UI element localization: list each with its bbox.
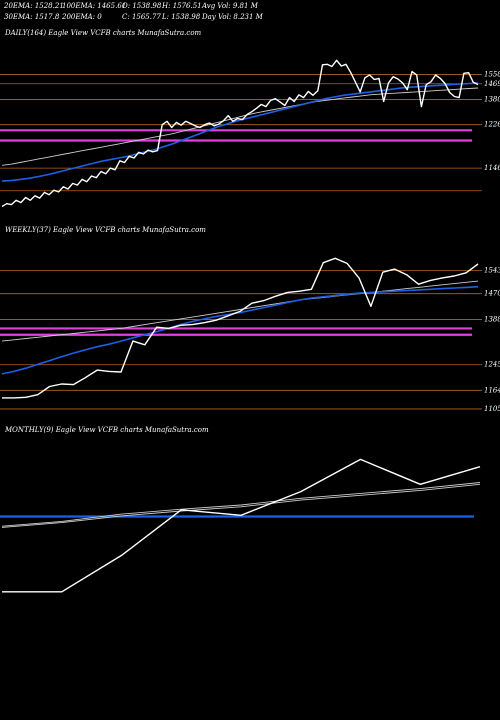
weekly-tick-label: 1388 [484,316,500,324]
header-open: O: 1538.98 [122,2,162,10]
header-avg-vol: Avg Vol: 9.81 M [202,2,258,10]
monthly-price-line [2,458,481,593]
daily-tick-label: 1146 [484,164,500,172]
daily-ema-fast-line [1,82,479,182]
header-low: L: 1538.98 [162,13,201,21]
header-200ema: 200EMA: 0 [62,13,102,21]
daily-tick-label: 1469 [484,80,500,88]
daily-tick-label: 1226 [484,121,500,129]
header-close: C: 1565.77 [122,13,161,21]
weekly-tick-label: 1105 [484,405,500,413]
weekly-price-line [2,257,479,399]
weekly-tick-label: 1245 [484,361,500,369]
weekly-ema-fast-line [1,285,479,375]
header-high: H: 1576.51 [162,2,202,10]
monthly-ema-slow-2-line [1,483,481,528]
monthly-ema-slow-line [1,482,481,527]
header-30ema: 30EMA: 1517.8 [4,13,60,21]
header-100ema: 100EMA: 1465.61 [62,2,127,10]
daily-ema-slow-line [1,87,479,166]
daily-panel-title: DAILY(164) Eagle View VCFB charts Munafa… [5,29,202,37]
daily-price-line [1,59,479,208]
header-20ema: 20EMA: 1528.21 [4,2,64,10]
daily-tick-label: 1558 [484,70,500,78]
weekly-tick-label: 1164 [484,386,500,394]
weekly-tick-label: 1543 [484,267,500,275]
monthly-panel-title: MONTHLY(9) Eagle View VCFB charts Munafa… [5,426,209,434]
header-day-vol: Day Vol: 8.231 M [202,13,263,21]
weekly-panel-title: WEEKLY(37) Eagle View VCFB charts Munafa… [5,226,206,234]
daily-tick-label: 1380 [484,96,500,104]
weekly-tick-label: 1470 [484,290,500,298]
weekly-ema-slow-line [1,280,479,342]
